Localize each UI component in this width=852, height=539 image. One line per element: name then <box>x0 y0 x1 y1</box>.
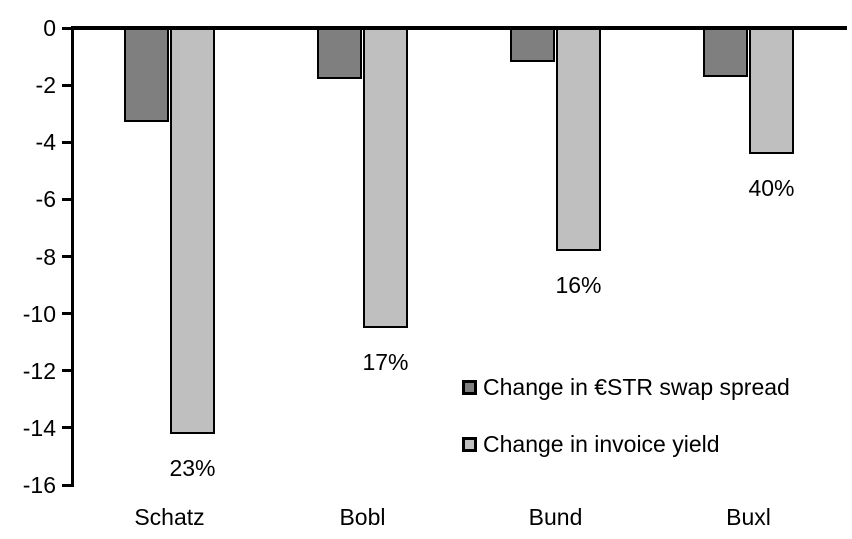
x-axis-zero-line <box>71 26 847 30</box>
bar-value-label-bund: 16% <box>555 271 602 298</box>
x-axis-label-bobl: Bobl <box>339 504 386 530</box>
legend-label-swap-spread: Change in €STR swap spread <box>483 374 790 400</box>
y-tick--6 <box>62 197 72 201</box>
bar-bund-series-1 <box>556 28 601 251</box>
bar-value-label-bobl: 17% <box>362 348 409 375</box>
y-tick-label--2: -2 <box>35 72 56 99</box>
y-tick--8 <box>62 255 72 258</box>
bar-bund-series-0 <box>510 28 555 63</box>
y-tick-label--12: -12 <box>22 357 56 384</box>
y-tick--16 <box>62 483 72 487</box>
bar-schatz-series-1 <box>170 28 215 434</box>
x-axis-label-schatz: Schatz <box>134 504 205 530</box>
y-tick-label--6: -6 <box>35 186 56 213</box>
y-tick--14 <box>62 426 72 430</box>
y-tick--12 <box>62 369 72 373</box>
legend-label-invoice-yield: Change in invoice yield <box>483 431 720 457</box>
legend-swatch-invoice-yield <box>462 437 477 452</box>
y-tick--2 <box>62 83 72 87</box>
y-tick-label--8: -8 <box>35 243 56 270</box>
bar-value-label-buxl: 40% <box>748 174 795 201</box>
bar-schatz-series-0 <box>124 28 169 123</box>
y-tick-label-0: 0 <box>43 15 56 41</box>
y-tick-label--14: -14 <box>22 414 56 441</box>
bar-buxl-series-0 <box>703 28 748 77</box>
y-tick-label--4: -4 <box>35 129 56 156</box>
y-axis-line <box>71 26 74 487</box>
y-tick--10 <box>62 312 72 316</box>
y-tick--4 <box>62 140 72 144</box>
y-tick-label--10: -10 <box>22 300 56 327</box>
legend-swatch-swap-spread <box>462 380 477 395</box>
bar-bobl-series-0 <box>317 28 362 80</box>
x-axis-label-bund: Bund <box>528 504 583 530</box>
y-tick-label--16: -16 <box>22 472 56 498</box>
bar-bobl-series-1 <box>363 28 408 328</box>
x-axis-label-buxl: Buxl <box>726 504 771 530</box>
bar-value-label-schatz: 23% <box>169 454 216 481</box>
bar-buxl-series-1 <box>749 28 794 154</box>
y-tick-0 <box>62 26 72 30</box>
legend-item-invoice-yield: Change in invoice yield <box>462 431 720 458</box>
legend-item-swap-spread: Change in €STR swap spread <box>462 374 790 401</box>
